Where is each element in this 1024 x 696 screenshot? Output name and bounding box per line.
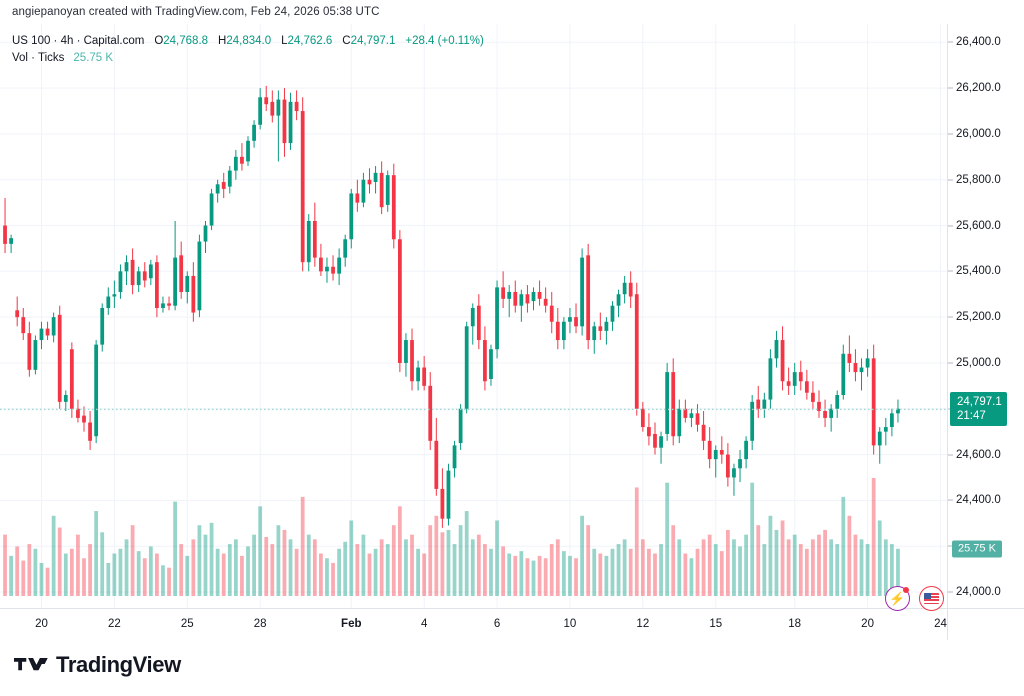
tradingview-wordmark: TradingView [56, 652, 181, 677]
price-tick-dash [948, 591, 953, 593]
time-axis-tick-label: 10 [563, 618, 577, 630]
price-tick-dash [948, 499, 953, 501]
time-axis-tick-label: 20 [861, 618, 874, 630]
price-tick-dash [948, 454, 953, 456]
time-axis-tick-label: Feb [341, 618, 362, 630]
legend-symbol[interactable]: US 100 · 4h · Capital.com [12, 35, 145, 47]
time-axis-tick-label: 25 [180, 618, 194, 630]
lightning-bolt-icon[interactable]: ⚡ [885, 586, 910, 611]
legend-high: H24,834.0 [218, 33, 271, 49]
price-axis-tick-label: 26,000.0 [956, 127, 1001, 140]
legend-volume-label[interactable]: Vol · Ticks [12, 52, 65, 64]
time-axis-tick-label: 20 [35, 618, 48, 630]
time-axis-tick-label: 6 [493, 618, 501, 630]
time-axis-tick-label: 24 [934, 618, 947, 630]
us-flag-icon[interactable] [919, 586, 944, 611]
price-axis-tick-label: 25,800.0 [956, 173, 1001, 186]
price-tick-dash [948, 545, 953, 547]
price-axis-tick-label: 25,200.0 [956, 311, 1001, 324]
legend-close-value: 24,797.1 [350, 35, 396, 47]
price-tick-dash [948, 179, 953, 181]
tradingview-logo-icon [14, 657, 48, 670]
price-axis-tick-label: 25,600.0 [956, 219, 1001, 232]
price-axis-tick-label: 26,200.0 [956, 82, 1001, 95]
time-axis-tick-label: 4 [420, 618, 428, 630]
legend-volume-value: 25.75 K [73, 52, 114, 64]
legend-low-label: L [281, 35, 288, 47]
time-axis-right-corner [947, 608, 1024, 640]
alert-dot-badge [903, 587, 909, 593]
legend-open-value: 24,768.8 [163, 35, 209, 47]
bolt-glyph: ⚡ [889, 591, 906, 606]
time-axis-tick-label: 12 [636, 618, 650, 630]
legend-close-label: C [342, 35, 351, 47]
legend-ohlc: O24,768.8 H24,834.0 L24,762.6 C24,797.1 [154, 33, 395, 49]
chart-legend: US 100 · 4h · Capital.com O24,768.8 H24,… [12, 33, 484, 66]
price-tick-dash [948, 225, 953, 227]
price-tick-dash [948, 270, 953, 272]
price-axis-tick-label: 26,400.0 [956, 36, 1001, 49]
price-tick-dash [948, 133, 953, 135]
price-axis-tick-label: 24,400.0 [956, 494, 1001, 507]
tradingview-brand: TradingView [14, 652, 181, 678]
price-axis-tick-label: 24,600.0 [956, 448, 1001, 461]
current-price-value: 24,797.1 [957, 396, 1002, 409]
chart-corner-icons: ⚡ [885, 586, 944, 611]
chart-plot-area[interactable] [0, 24, 947, 608]
candlestick-svg [0, 24, 947, 608]
price-tick-dash [948, 316, 953, 318]
legend-open-label: O [154, 35, 164, 47]
current-price-countdown: 21:47 [957, 410, 986, 423]
legend-primary-row: US 100 · 4h · Capital.com O24,768.8 H24,… [12, 33, 484, 49]
time-axis-tick-label: 22 [107, 618, 121, 630]
legend-high-label: H [218, 35, 227, 47]
legend-volume-row: Vol · Ticks 25.75 K [12, 50, 484, 66]
attribution-text: angiepanoyan created with TradingView.co… [12, 6, 380, 18]
legend-change: +28.4 (+0.11%) [405, 35, 484, 47]
legend-open: O24,768.8 [154, 33, 208, 49]
price-tick-dash [948, 362, 953, 364]
flag-graphic [924, 593, 939, 604]
price-axis-tick-label: 24,000.0 [956, 585, 1001, 598]
legend-low-value: 24,762.6 [287, 35, 333, 47]
time-axis-tick-label: 28 [253, 618, 267, 630]
legend-high-value: 24,834.0 [226, 35, 272, 47]
volume-bars [3, 478, 900, 596]
grid-lines [0, 24, 947, 608]
volume-value-badge[interactable]: 25.75 K [952, 540, 1002, 558]
time-axis-tick-label: 18 [788, 618, 802, 630]
price-tick-dash [948, 87, 953, 89]
time-axis-tick-label: 15 [709, 618, 723, 630]
price-axis-tick-label: 25,400.0 [956, 265, 1001, 278]
price-axis-tick-label: 25,000.0 [956, 356, 1001, 369]
candles [3, 85, 900, 528]
current-price-badge[interactable]: 24,797.1 21:47 [950, 392, 1007, 427]
time-axis[interactable]: 20 22 25 28 Feb 4 6 10 12 15 18 20 24 [0, 608, 947, 640]
price-tick-dash [948, 41, 953, 43]
legend-low: L24,762.6 [281, 33, 332, 49]
price-axis[interactable]: 26,400.0 26,200.0 26,000.0 25,800.0 25,600.0… [947, 24, 1024, 608]
legend-close: C24,797.1 [342, 33, 395, 49]
